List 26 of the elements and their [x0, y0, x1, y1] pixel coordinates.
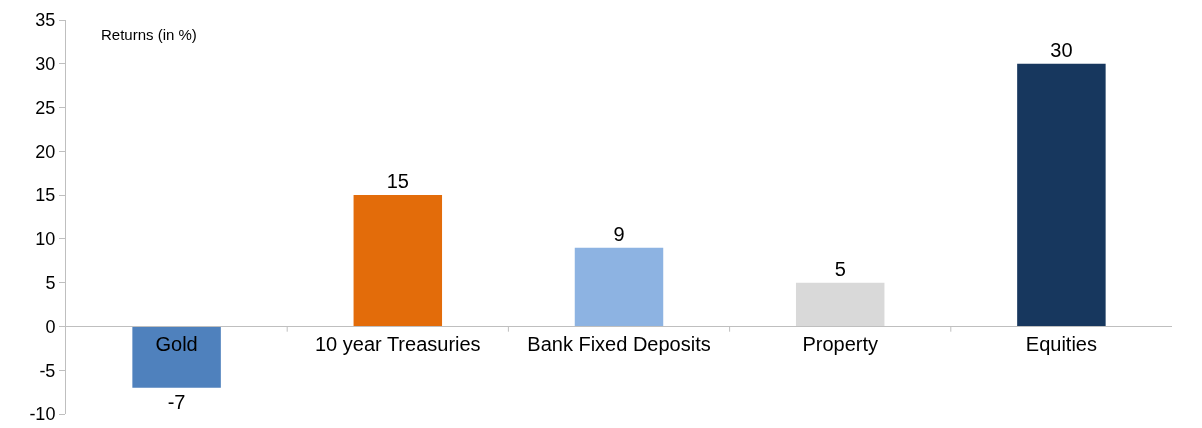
y-tick-label: -10: [29, 404, 56, 425]
data-label: -7: [167, 390, 186, 413]
bar: [574, 247, 664, 327]
y-tick-label: 5: [45, 272, 56, 293]
bar: [795, 282, 885, 327]
y-tick-label: 20: [35, 141, 56, 162]
x-tick-label: Equities: [1025, 333, 1097, 356]
data-label: 30: [1050, 38, 1073, 61]
x-tick-label: Property: [802, 333, 878, 356]
x-tick-label: Bank Fixed Deposits: [527, 333, 711, 356]
bar: [132, 326, 221, 388]
y-tick-label: 30: [35, 54, 56, 75]
y-tick-label: -5: [39, 360, 56, 381]
bar: [353, 195, 443, 327]
x-tick-label: 10 year Treasuries: [314, 333, 481, 356]
y-tick-label: 25: [35, 97, 56, 118]
bar: [1017, 63, 1106, 327]
y-axis-title: Returns (in %): [101, 26, 197, 43]
y-tick-label: 0: [45, 316, 56, 337]
x-tick-label: Gold: [155, 333, 198, 356]
y-tick-label: 10: [35, 229, 56, 250]
y-tick-label: 15: [35, 185, 56, 206]
y-tick-label: 35: [35, 10, 56, 31]
data-label: 15: [386, 170, 409, 193]
data-label: 9: [613, 222, 625, 245]
data-label: 5: [834, 257, 846, 280]
